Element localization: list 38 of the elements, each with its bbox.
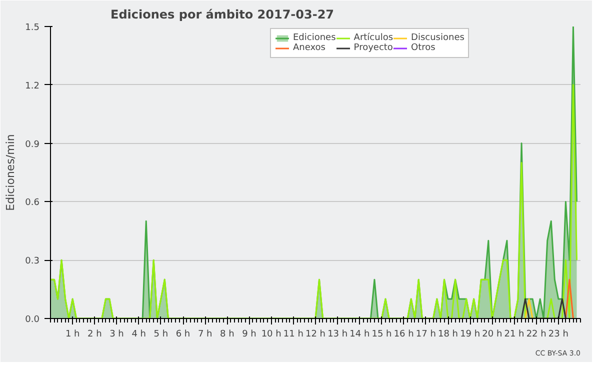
x-tick-label: 15 h (372, 330, 392, 340)
y-tick-label: 0.3 (25, 256, 40, 267)
x-tick-label: 18 h (438, 330, 458, 340)
x-tick-label: 20 h (482, 330, 502, 340)
y-tick-label: 1.5 (25, 23, 40, 33)
y-tick-label: 1.2 (25, 81, 40, 92)
x-tick-label: 17 h (416, 330, 436, 340)
x-tick-label: 3 h (110, 330, 124, 340)
y-axis-title: Ediciones/min (4, 134, 18, 211)
legend-label: Discusiones (411, 33, 464, 43)
y-tick-label: 0.9 (25, 140, 40, 150)
x-tick-label: 13 h (328, 330, 348, 340)
y-tick-label: 0.6 (25, 198, 40, 208)
x-tick-label: 23 h (548, 330, 568, 340)
x-tick-label: 22 h (526, 330, 546, 340)
x-tick-label: 1 h (65, 330, 80, 340)
legend-label: Otros (411, 43, 436, 53)
x-tick-label: 14 h (350, 330, 370, 340)
x-tick-label: 9 h (242, 330, 256, 340)
x-tick-label: 6 h (176, 330, 190, 340)
x-tick-label: 4 h (132, 330, 146, 340)
line-series (50, 84, 578, 318)
legend-label: Ediciones (293, 33, 336, 43)
x-tick-label: 8 h (220, 330, 234, 340)
y-tick-label: 0.0 (25, 315, 40, 325)
legend-label: Artículos (354, 33, 394, 43)
x-tick-label: 2 h (88, 330, 102, 340)
x-tick-label: 11 h (283, 330, 304, 340)
legend-label: Anexos (293, 43, 326, 53)
x-tick-label: 21 h (504, 330, 524, 340)
x-tick-label: 16 h (394, 330, 414, 340)
x-tick-label: 7 h (198, 330, 212, 340)
x-tick-label: 5 h (154, 330, 168, 340)
chart-title: Ediciones por ámbito 2017-03-27 (110, 8, 334, 22)
x-tick-label: 12 h (305, 330, 326, 340)
legend-label: Proyecto (354, 43, 393, 53)
x-tick-label: 19 h (460, 330, 480, 340)
x-tick-label: 10 h (261, 330, 282, 340)
